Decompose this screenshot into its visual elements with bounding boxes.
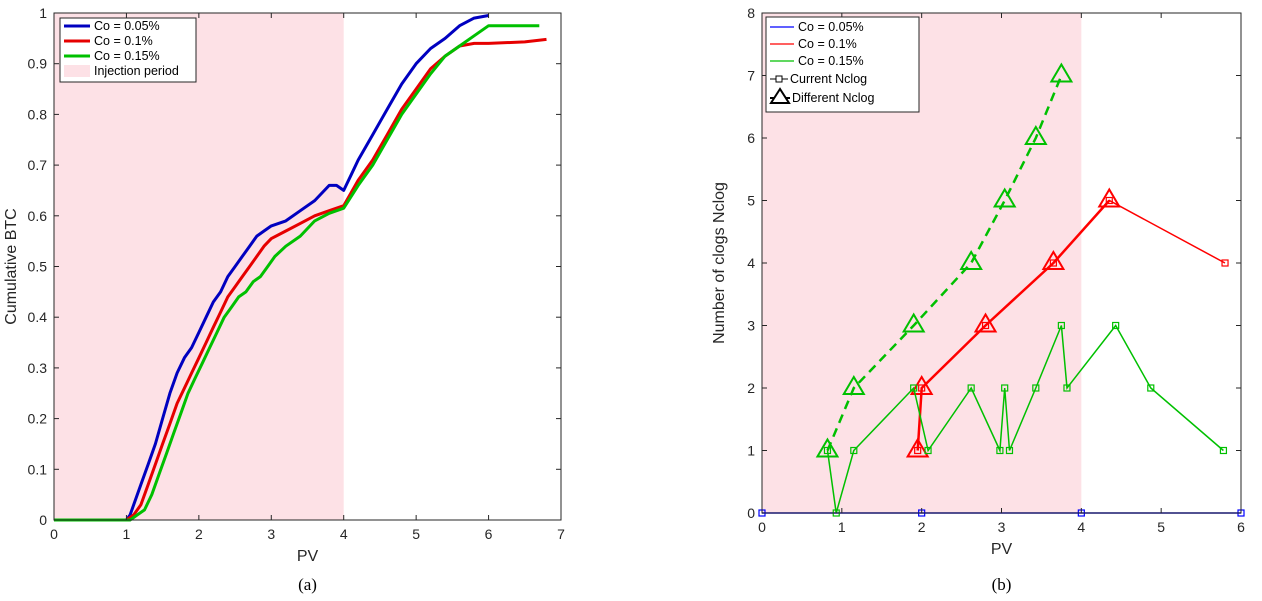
a-y-tick-label: 0 bbox=[39, 512, 47, 528]
chart-b-square-marker bbox=[1032, 384, 1040, 392]
chart-b-square-marker bbox=[910, 384, 918, 392]
chart-b-y-ticks: 0 1 2 3 4 5 6 7 8 bbox=[747, 5, 1241, 521]
chart-b-square-marker bbox=[1147, 384, 1155, 392]
b-y-tick-label: 2 bbox=[747, 380, 755, 396]
b-x-tick-label: 5 bbox=[1157, 519, 1165, 535]
chart-a-x-axis-label: PV bbox=[297, 548, 319, 565]
chart-b-triangle-marker bbox=[1024, 124, 1048, 145]
chart-b-caption: (b) bbox=[992, 575, 1012, 594]
chart-b-square-marker bbox=[981, 321, 990, 330]
chart-a-series-line-2 bbox=[54, 37, 547, 522]
a-y-tick-label: 1 bbox=[39, 5, 47, 21]
a-y-tick-label: 0.9 bbox=[28, 56, 48, 72]
chart-b-legend-label-3: Co = 0.15% bbox=[798, 54, 864, 68]
chart-b-legend-label-different: Different Nclog bbox=[792, 91, 874, 105]
b-y-tick-label: 7 bbox=[747, 68, 755, 84]
chart-b: 0 1 2 3 4 5 6 0 1 2 3 4 5 6 7 8 PV Number of clogs Ncl… bbox=[711, 5, 1245, 594]
a-x-tick-label: 5 bbox=[412, 526, 420, 542]
chart-a-series-line-3 bbox=[54, 24, 540, 522]
chart-b-triangle-marker bbox=[905, 437, 930, 458]
chart-a-legend-label-injection: Injection period bbox=[94, 64, 179, 78]
chart-b-square-marker bbox=[996, 446, 1004, 455]
chart-b-triangle-marker bbox=[1041, 249, 1066, 270]
b-y-tick-label: 3 bbox=[747, 318, 755, 334]
chart-b-x-axis-label: PV bbox=[991, 541, 1013, 558]
chart-a-x-ticks: 0 1 2 3 4 5 6 7 bbox=[50, 13, 565, 542]
b-y-tick-label: 6 bbox=[747, 130, 755, 146]
chart-b-square-marker bbox=[1049, 259, 1057, 267]
b-y-tick-label: 5 bbox=[747, 193, 755, 209]
b-x-tick-label: 0 bbox=[758, 519, 766, 535]
chart-b-legend-label-1: Co = 0.05% bbox=[798, 20, 864, 34]
chart-b-triangle-marker bbox=[901, 312, 926, 333]
chart-b-square-marker bbox=[1112, 321, 1120, 330]
chart-b-square-marker bbox=[1063, 384, 1071, 392]
chart-a-y-ticks: 0 0.1 0.2 0.3 0.4 0.5 0.6 0.7 0.8 0.9 1 bbox=[28, 5, 561, 528]
chart-b-y-axis-label: Number of clogs Nclog bbox=[711, 182, 728, 344]
chart-a-legend-label-1: Co = 0.05% bbox=[94, 19, 160, 33]
chart-b-legend-box bbox=[765, 16, 920, 113]
chart-a-caption: (a) bbox=[298, 575, 317, 594]
chart-b-square-marker bbox=[1001, 384, 1009, 392]
chart-b-square-marker bbox=[1057, 321, 1065, 330]
a-x-tick-label: 7 bbox=[557, 526, 565, 542]
a-y-tick-label: 0.1 bbox=[28, 461, 48, 477]
chart-b-square-marker bbox=[924, 446, 932, 455]
b-x-tick-label: 3 bbox=[998, 519, 1006, 535]
a-y-tick-label: 0.7 bbox=[28, 157, 48, 173]
chart-b-triangle-marker bbox=[1049, 62, 1074, 83]
a-y-tick-label: 0.4 bbox=[28, 309, 48, 325]
chart-b-legend-triangle-marker bbox=[769, 87, 791, 104]
b-y-tick-label: 0 bbox=[747, 505, 755, 521]
chart-a-legend-label-2: Co = 0.1% bbox=[94, 34, 153, 48]
b-x-tick-label: 4 bbox=[1077, 519, 1085, 535]
chart-b-square-marker bbox=[850, 446, 858, 455]
b-x-tick-label: 1 bbox=[838, 519, 846, 535]
chart-b-triangle-marker bbox=[992, 187, 1017, 208]
chart-b-legend: Co = 0.05% Co = 0.1% Co = 0.15% Current … bbox=[765, 16, 920, 113]
b-x-tick-label: 2 bbox=[918, 519, 926, 535]
b-y-tick-label: 8 bbox=[747, 5, 755, 21]
chart-a-legend-label-3: Co = 0.15% bbox=[94, 49, 160, 63]
a-y-tick-label: 0.8 bbox=[28, 106, 48, 122]
chart-b-legend-label-2: Co = 0.1% bbox=[798, 37, 857, 51]
a-x-tick-label: 4 bbox=[340, 526, 348, 542]
chart-a-series-group bbox=[54, 14, 547, 522]
a-x-tick-label: 3 bbox=[267, 526, 275, 542]
a-x-tick-label: 2 bbox=[195, 526, 203, 542]
chart-b-square-marker bbox=[1221, 259, 1229, 267]
chart-b-triangle-marker bbox=[842, 374, 866, 395]
a-x-tick-label: 6 bbox=[485, 526, 493, 542]
a-x-tick-label: 1 bbox=[123, 526, 131, 542]
chart-b-triangle-marker bbox=[959, 249, 983, 270]
a-y-tick-label: 0.3 bbox=[28, 360, 48, 376]
a-x-tick-label: 0 bbox=[50, 526, 58, 542]
chart-b-series-line-4 bbox=[826, 324, 1224, 514]
chart-a-legend-swatch-injection bbox=[64, 65, 90, 77]
chart-a-series-line-1 bbox=[54, 14, 489, 522]
a-y-tick-label: 0.2 bbox=[28, 411, 48, 427]
chart-b-square-marker bbox=[1219, 446, 1228, 455]
chart-b-triangle-marker bbox=[973, 312, 998, 333]
chart-a-injection-region bbox=[54, 13, 344, 520]
b-x-tick-label: 6 bbox=[1237, 519, 1245, 535]
chart-b-square-marker bbox=[1005, 446, 1014, 455]
b-y-tick-label: 1 bbox=[747, 443, 755, 459]
chart-b-triangle-marker bbox=[815, 437, 840, 458]
chart-b-legend-square-marker bbox=[775, 75, 783, 83]
chart-b-series-line-3 bbox=[916, 199, 1111, 451]
a-y-tick-label: 0.5 bbox=[28, 259, 48, 275]
chart-b-legend-label-current: Current Nclog bbox=[790, 72, 867, 86]
chart-b-square-marker bbox=[967, 384, 975, 392]
chart-b-series-line-5 bbox=[826, 75, 1063, 451]
chart-a-legend: Co = 0.05% Co = 0.1% Co = 0.15% Injectio… bbox=[59, 17, 197, 83]
chart-b-x-ticks: 0 1 2 3 4 5 6 bbox=[758, 13, 1245, 535]
a-y-tick-label: 0.6 bbox=[28, 208, 48, 224]
chart-a: 0 1 2 3 4 5 6 7 0 0.1 0.2 0.3 0.4 0.5 0.6 0.7 0.8 0.9 1 P… bbox=[3, 5, 565, 594]
b-y-tick-label: 4 bbox=[747, 255, 755, 271]
chart-b-triangle-marker bbox=[1097, 187, 1122, 208]
chart-b-square-marker bbox=[1105, 196, 1113, 205]
chart-a-y-axis-label: Cumulative BTC bbox=[3, 208, 20, 324]
